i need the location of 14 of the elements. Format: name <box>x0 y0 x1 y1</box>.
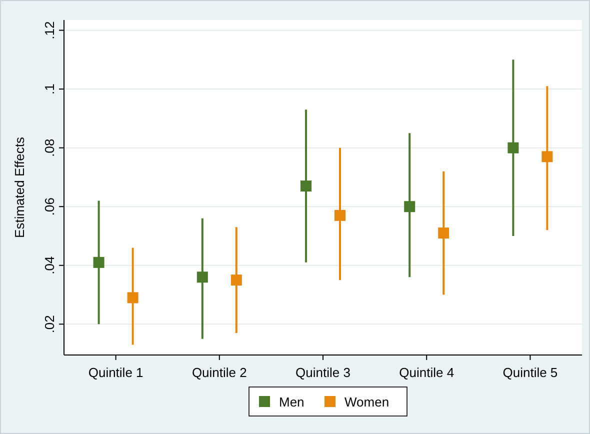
x-tick-label: Quintile 4 <box>399 365 454 380</box>
y-tick-label: .1 <box>42 84 57 94</box>
y-axis-title: Estimated Effects <box>12 136 27 238</box>
y-tick-label: .08 <box>42 138 57 157</box>
legend-label: Men <box>279 394 304 410</box>
y-tick-label: .06 <box>42 198 57 216</box>
x-tick-label: Quintile 3 <box>296 365 350 380</box>
y-tick-label: .04 <box>42 256 57 274</box>
x-tick-label: Quintile 1 <box>88 365 144 380</box>
legend-label: Women <box>344 394 390 410</box>
x-tick-label: Quintile 5 <box>502 365 558 380</box>
y-tick-label: .12 <box>42 21 57 40</box>
y-tick-label: .02 <box>42 315 57 334</box>
x-tick-label: Quintile 2 <box>192 365 247 380</box>
